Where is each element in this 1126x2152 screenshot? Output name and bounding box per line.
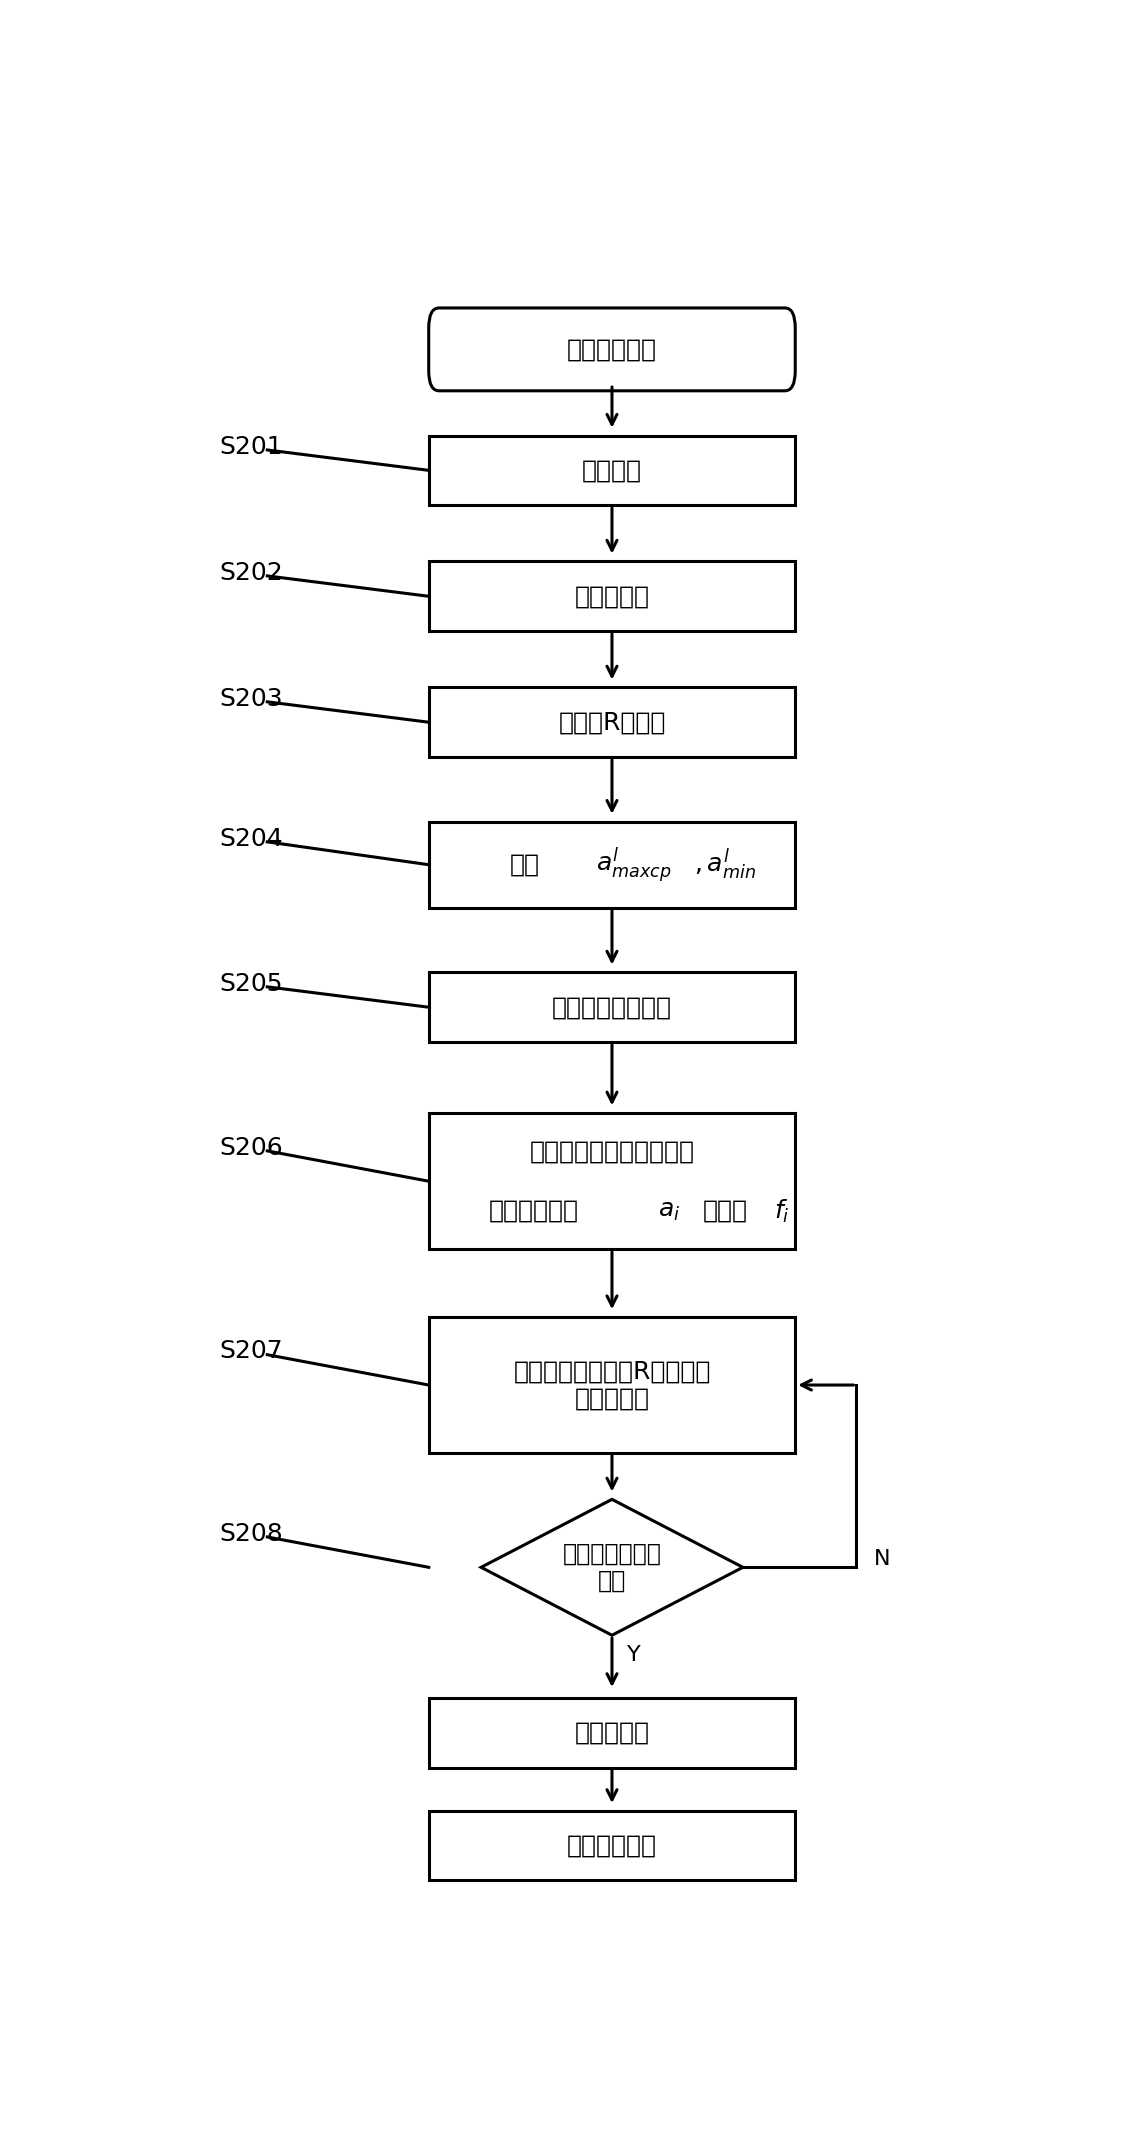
Text: S202: S202 [220,560,283,585]
Bar [429,1698,795,1767]
Text: 驱动扬声器: 驱动扬声器 [574,1722,650,1745]
Text: N: N [874,1549,891,1569]
Text: 根据线性回归函数，由胎: 根据线性回归函数，由胎 [529,1138,695,1164]
Bar [429,1113,795,1248]
Text: 生成一系列断续的R波波形电
压方波脉冲: 生成一系列断续的R波波形电 压方波脉冲 [513,1360,711,1412]
Bar [429,562,795,631]
Text: $a_i$: $a_i$ [658,1199,680,1222]
Text: S208: S208 [220,1521,283,1545]
Text: 信号预处理: 信号预处理 [574,585,650,609]
Text: 计算机初始化: 计算机初始化 [568,338,656,362]
Bar [429,1810,795,1881]
Text: 计算得: 计算得 [703,1199,748,1222]
Polygon shape [481,1500,743,1636]
Text: 信号输入: 信号输入 [582,458,642,482]
Text: $a^l_{maxcp}$: $a^l_{maxcp}$ [596,846,671,884]
Text: 确定: 确定 [510,852,539,876]
Bar [429,435,795,506]
Text: S201: S201 [220,435,283,458]
Text: 儿心电采样点: 儿心电采样点 [489,1199,579,1222]
Text: S203: S203 [220,686,283,710]
Text: 输出胎儿胎音: 输出胎儿胎音 [568,1834,656,1857]
Text: $,a^l_{min}$: $,a^l_{min}$ [695,848,757,882]
FancyBboxPatch shape [429,308,795,392]
Bar [429,1317,795,1453]
Text: 是否到信号总时
长？: 是否到信号总时 长？ [563,1541,661,1592]
Bar [429,686,795,758]
Text: S204: S204 [220,826,283,850]
Bar [429,973,795,1042]
Bar [429,822,795,908]
Text: S205: S205 [220,971,283,996]
Text: Y: Y [627,1644,641,1666]
Text: 筛选出R波波形: 筛选出R波波形 [558,710,665,734]
Text: $f_i$: $f_i$ [775,1197,790,1224]
Text: S207: S207 [220,1339,283,1364]
Text: 建立线性回归函数: 建立线性回归函数 [552,994,672,1020]
Text: S206: S206 [220,1136,283,1160]
